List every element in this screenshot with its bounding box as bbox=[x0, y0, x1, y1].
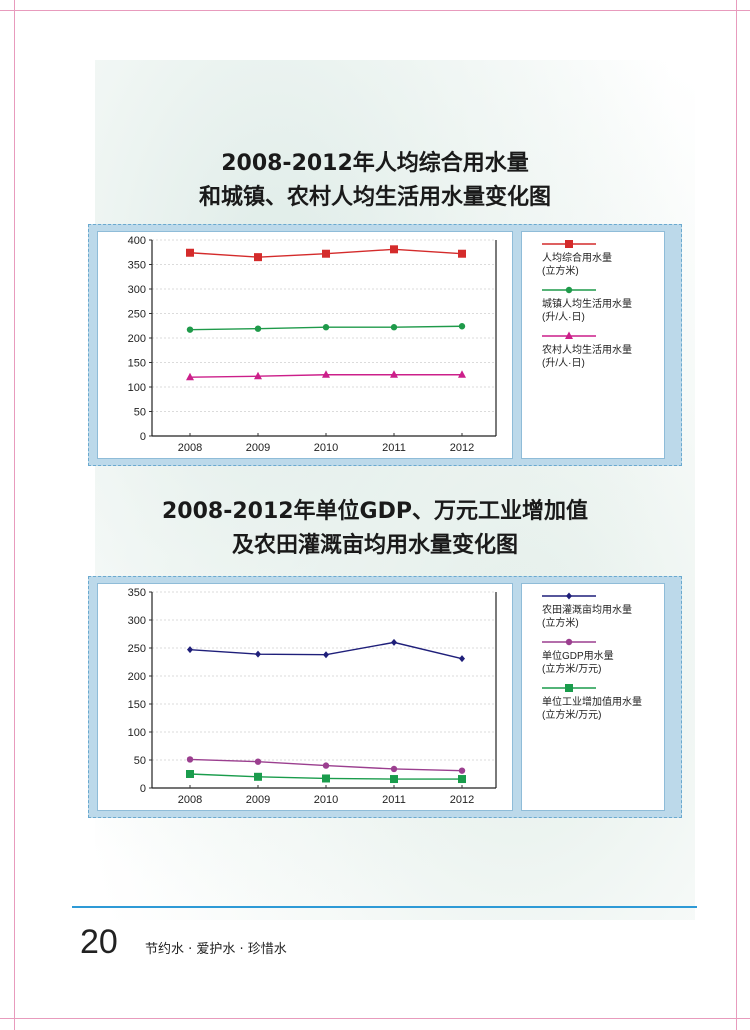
data-point bbox=[390, 370, 398, 378]
legend-label-3: 农村人均生活用水量 bbox=[542, 343, 632, 356]
chart1-panel: 0 50 100 150 200 250 300 350 400 2008 2009 2010 2011… bbox=[88, 224, 682, 466]
data-point bbox=[322, 370, 330, 378]
y-tick-label: 100 bbox=[128, 382, 146, 394]
x-tick-label: 2010 bbox=[314, 794, 338, 806]
y-tick-label: 150 bbox=[128, 358, 146, 370]
data-point bbox=[187, 646, 193, 654]
legend-label-3: 单位工业增加值用水量 bbox=[542, 695, 642, 708]
x-tick-label: 2009 bbox=[246, 794, 270, 806]
data-point bbox=[186, 326, 194, 333]
legend-label-2: 城镇人均生活用水量 bbox=[542, 297, 632, 310]
chart1-legend: 人均综合用水量(立方米)城镇人均生活用水量(升/人·日)农村人均生活用水量(升/… bbox=[542, 240, 632, 369]
chart2-panel: 0 50 100 150 200 250 300 350 2008 2009 2010 2011 201… bbox=[88, 576, 682, 818]
y-tick-label: 100 bbox=[128, 727, 146, 739]
data-point bbox=[458, 775, 466, 784]
x-tick-label: 2012 bbox=[450, 794, 474, 806]
data-point bbox=[254, 253, 262, 262]
y-tick-label: 150 bbox=[128, 699, 146, 711]
data-point bbox=[254, 758, 262, 765]
data-point bbox=[458, 370, 466, 378]
data-point bbox=[390, 324, 398, 331]
chart2-plot: 0 50 100 150 200 250 300 350 2008 2009 2010 2011 201… bbox=[128, 587, 497, 806]
data-point bbox=[323, 651, 329, 659]
y-tick-label: 350 bbox=[128, 587, 146, 599]
crop-mark bbox=[0, 1018, 750, 1019]
chart2-title-line2: 及农田灌溉亩均用水量变化图 bbox=[231, 533, 518, 558]
chart1-plot-box: 0 50 100 150 200 250 300 350 400 2008 2009 2010 2011… bbox=[97, 231, 513, 459]
data-point bbox=[459, 655, 465, 663]
legend-marker-1 bbox=[566, 592, 572, 600]
page-number: 20 bbox=[80, 923, 118, 961]
data-point bbox=[322, 249, 330, 258]
legend-label-1: 人均综合用水量 bbox=[542, 251, 612, 264]
legend-marker-2 bbox=[565, 638, 573, 646]
legend-marker-1 bbox=[565, 240, 573, 248]
legend-unit-2: (立方米/万元) bbox=[542, 662, 601, 675]
y-tick-label: 200 bbox=[128, 671, 146, 683]
data-point bbox=[390, 765, 398, 773]
x-tick-label: 2012 bbox=[450, 442, 474, 454]
chart2-title-line1: 2008-2012年单位GDP、万元工业增加值 bbox=[161, 499, 589, 524]
data-point bbox=[186, 372, 194, 381]
chart1-title-line1: 2008-2012年人均综合用水量 bbox=[221, 151, 529, 176]
x-tick-label: 2011 bbox=[382, 442, 406, 454]
y-tick-label: 0 bbox=[140, 783, 146, 795]
data-point bbox=[390, 245, 398, 254]
y-tick-label: 50 bbox=[134, 755, 146, 767]
crop-mark bbox=[736, 0, 737, 1030]
crop-mark bbox=[0, 10, 750, 11]
chart1-title-line2: 和城镇、农村人均生活用水量变化图 bbox=[198, 185, 551, 210]
chart2-legend-box: 农田灌溉亩均用水量 (立方米) 单位GDP用水量 (立方米/万元) 单位工业增加值用水量… bbox=[521, 583, 665, 811]
data-point bbox=[254, 772, 262, 781]
legend-unit-3: (立方米/万元) bbox=[542, 708, 601, 721]
y-tick-label: 250 bbox=[128, 643, 146, 655]
data-point bbox=[458, 249, 466, 258]
legend-marker-2 bbox=[565, 286, 573, 294]
data-point bbox=[186, 248, 194, 257]
x-tick-label: 2008 bbox=[178, 442, 202, 454]
footer-slogan: 节约水 · 爱护水 · 珍惜水 bbox=[145, 942, 287, 957]
y-tick-label: 350 bbox=[128, 260, 146, 272]
data-point bbox=[255, 650, 261, 658]
chart2-legend: 农田灌溉亩均用水量(立方米)单位GDP用水量(立方米/万元)单位工业增加值用水量… bbox=[542, 592, 642, 721]
legend-label-2: 单位GDP用水量 bbox=[542, 649, 614, 662]
y-tick-label: 300 bbox=[128, 284, 146, 296]
data-point bbox=[390, 775, 398, 784]
legend-unit-1: (立方米) bbox=[542, 616, 579, 629]
legend-unit-3: (升/人·日) bbox=[542, 357, 585, 369]
data-point bbox=[322, 774, 330, 783]
data-point bbox=[458, 323, 466, 330]
data-point bbox=[186, 756, 194, 763]
x-tick-label: 2008 bbox=[178, 794, 202, 806]
legend-unit-1: (立方米) bbox=[542, 264, 579, 277]
data-point bbox=[186, 770, 194, 778]
x-tick-label: 2009 bbox=[246, 442, 270, 454]
data-point bbox=[391, 638, 397, 646]
legend-marker-3 bbox=[565, 684, 573, 692]
footer-divider bbox=[72, 906, 697, 908]
data-point bbox=[322, 324, 330, 331]
data-point bbox=[254, 371, 262, 380]
y-tick-label: 250 bbox=[128, 309, 146, 321]
y-tick-label: 200 bbox=[128, 333, 146, 345]
y-tick-label: 50 bbox=[134, 407, 146, 419]
crop-mark bbox=[14, 0, 15, 1030]
chart2-plot-box: 0 50 100 150 200 250 300 350 2008 2009 2010 2011 201… bbox=[97, 583, 513, 811]
legend-unit-2: (升/人·日) bbox=[542, 311, 585, 323]
legend-label-1: 农田灌溉亩均用水量 bbox=[542, 603, 632, 616]
x-tick-label: 2010 bbox=[314, 442, 338, 454]
y-tick-label: 400 bbox=[128, 235, 146, 247]
chart1-legend-box: 人均综合用水量 (立方米) 城镇人均生活用水量 (升/人·日) 农村人均生活用水量 (升/… bbox=[521, 231, 665, 459]
legend-marker-3 bbox=[565, 331, 573, 339]
data-point bbox=[322, 762, 330, 769]
x-tick-label: 2011 bbox=[382, 794, 406, 806]
data-point bbox=[254, 325, 262, 332]
y-tick-label: 300 bbox=[128, 615, 146, 627]
chart1-plot: 0 50 100 150 200 250 300 350 400 2008 2009 2010 2011… bbox=[128, 235, 497, 454]
y-tick-label: 0 bbox=[140, 431, 146, 443]
data-point bbox=[458, 767, 466, 774]
